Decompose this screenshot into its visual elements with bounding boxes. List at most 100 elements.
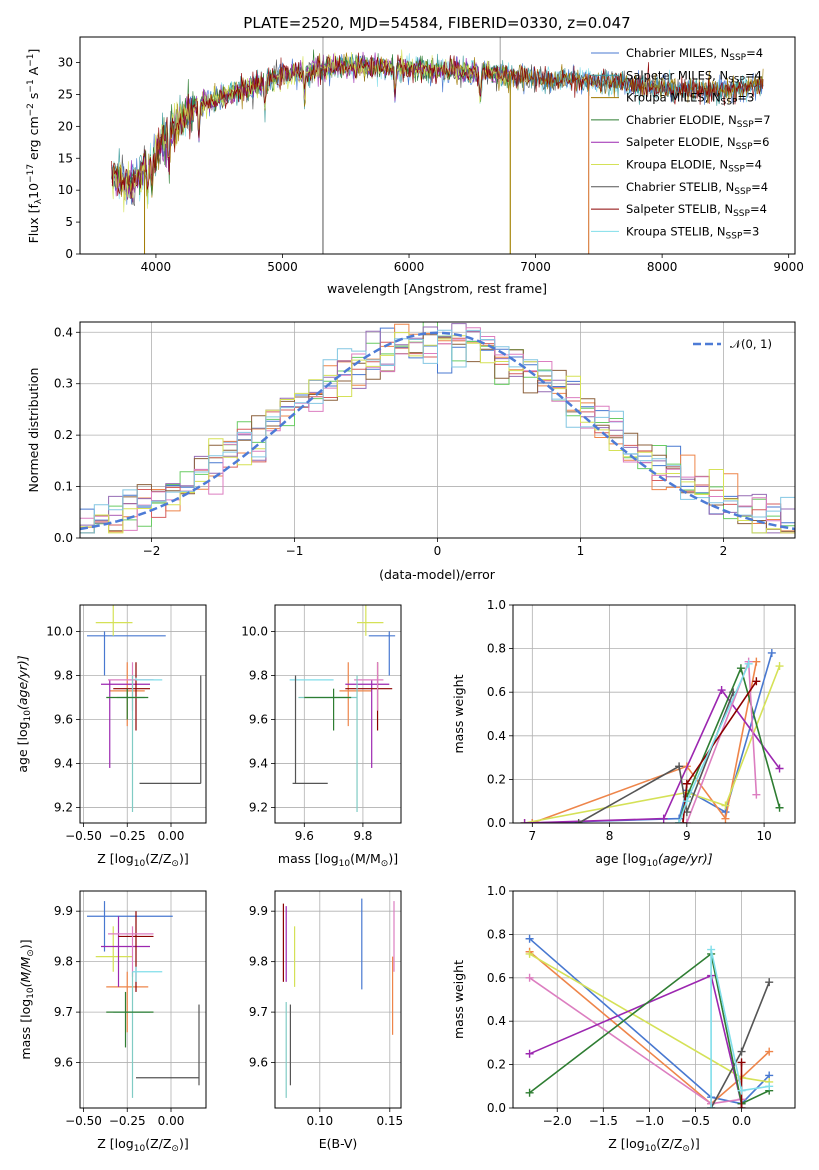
x-tick-label: 0.00 [158,829,185,843]
series-marker [737,1104,746,1108]
series-marker [775,803,784,812]
x-axis-label: Z [log10(Z/Z⊙)] [608,1136,699,1154]
y-tick-label: 9.9 [249,904,268,918]
x-tick-label: 9.8 [353,829,372,843]
series-marker [525,973,534,982]
series-marker [520,819,529,823]
series-marker [707,945,716,954]
mass-weight-series [707,945,774,1108]
x-tick-label: −1 [286,544,304,558]
y-tick-label: 15 [58,151,73,165]
y-tick-label: 10.0 [241,624,268,638]
errorbar-point [135,677,163,681]
y-tick-label: 0.2 [487,772,506,786]
series-line [529,938,770,1105]
series-line [529,952,770,1105]
series-marker [717,686,726,695]
axes-frame [79,36,796,255]
x-axis-label: age [log10(age/yr)] [595,851,712,869]
series-line [524,665,781,823]
y-tick-label: 10.0 [46,624,73,638]
legend-entry: Salpeter ELODIE, NSSP=6 [626,135,769,152]
x-axis-label: (data-model)/error [379,567,496,582]
y-tick-label: 0.1 [54,480,73,494]
x-tick-label: 6000 [394,260,425,274]
y-tick-label: 0.8 [487,642,506,656]
y-tick-label: 0.4 [487,1014,506,1028]
age-vs-metallicity-panel: −0.50 −0.25 0.00 9.2 9.4 9.6 9.8 10.0 Z [log10(Z… [15,604,207,869]
x-axis-label: Z [log10(Z/Z⊙)] [97,1136,188,1154]
x-tick-label: 8000 [647,260,678,274]
x-tick-label: 0.00 [158,1114,185,1128]
axes-frame [274,890,402,1109]
spectrum-series-line [111,52,764,199]
series-marker [707,1104,716,1108]
errorbar-point [87,631,166,676]
errorbar-point [345,662,393,731]
residual-histogram-step [80,329,795,534]
legend-entry: 𝒩(0, 1) [730,337,772,351]
y-tick-label: 9.6 [249,713,268,727]
errorbar-point [95,605,133,636]
legend-entry: Salpeter STELIB, NSSP=4 [626,202,767,219]
series-marker [682,797,691,806]
series-marker [525,949,534,958]
residual-histogram-panel: −2 −1 0 1 2 0.0 0.1 0.2 0.3 0.4 𝒩(0, 1) (data-model… [26,321,796,582]
x-tick-label: 7000 [520,260,551,274]
mass-vs-ebv-panel: 0.10 0.15 9.6 9.7 9.8 9.9 E(B-V) [249,890,403,1151]
errorbar-point [108,926,154,977]
y-axis-label: age [log10(age/yr)] [15,655,33,772]
series-marker [721,801,730,810]
errorbar-point [339,662,372,727]
legend-entry: Chabrier ELODIE, NSSP=7 [626,113,771,130]
y-tick-label: 0.6 [487,685,506,699]
age-vs-mass-panel: 9.6 9.8 9.2 9.4 9.6 9.8 10.0 mass [log10(M/M⊙)] [241,604,402,869]
x-tick-label: 0.0 [732,1114,751,1128]
errorbar-point [106,688,149,720]
x-axis-label: Z [log10(Z/Z⊙)] [97,851,188,869]
axes-frame [79,890,207,1109]
y-tick-label: 9.4 [249,757,268,771]
axes-frame [512,890,796,1109]
series-marker [765,1047,774,1056]
y-tick-label: 1.0 [487,598,506,612]
errorbar-point [357,605,384,636]
legend-entry: Kroupa STELIB, NSSP=3 [626,224,759,241]
y-axis-label: Flux [fλ10−17 erg cm−2 s−1 A−1] [26,49,44,244]
errorbar-point [289,677,334,681]
series-marker [737,1058,746,1067]
x-tick-label: 1 [577,544,585,558]
y-tick-label: 0.4 [54,325,73,339]
massweight-vs-metallicity-panel: −2.0 −1.5 −1.0 −0.5 0.0 0.0 0.2 0.4 0.6 0.8 1.0 Z [… [451,884,796,1154]
series-marker [752,677,761,686]
series-marker [675,762,684,771]
axes-frame [79,321,796,539]
x-tick-label: −0.50 [65,829,102,843]
series-marker [525,934,534,943]
mass-vs-metallicity-panel: −0.50 −0.25 0.00 9.6 9.7 9.8 9.9 Z [log10(Z/Z⊙)… [18,890,207,1154]
y-tick-label: 0.2 [487,1058,506,1072]
y-tick-label: 0.8 [487,927,506,941]
x-tick-label: 0.10 [306,1114,333,1128]
legend-entry: Kroupa ELODIE, NSSP=4 [626,158,762,175]
errorbar-point [368,631,396,676]
x-tick-label: 5000 [267,260,298,274]
errorbar-point [106,991,154,1048]
y-tick-label: 20 [58,119,73,133]
y-tick-label: 9.8 [54,668,73,682]
errorbar-point [132,966,163,982]
y-tick-label: 9.6 [249,1056,268,1070]
errorbar-point [116,675,145,812]
x-tick-label: 0.15 [376,1114,403,1128]
errorbar-point [113,971,150,1098]
y-axis-label: Normed distribution [26,368,41,493]
y-tick-label: 5 [65,215,73,229]
y-tick-label: 9.6 [54,713,73,727]
figure-title: PLATE=2520, MJD=54584, FIBERID=0330, z=0… [243,14,630,32]
y-tick-label: 9.4 [54,757,73,771]
x-tick-label: −0.25 [109,1114,146,1128]
x-tick-label: −1.5 [589,1114,618,1128]
y-axis-label: mass weight [451,960,466,1039]
x-tick-label: −1.0 [635,1114,664,1128]
errorbar-point [304,688,352,731]
